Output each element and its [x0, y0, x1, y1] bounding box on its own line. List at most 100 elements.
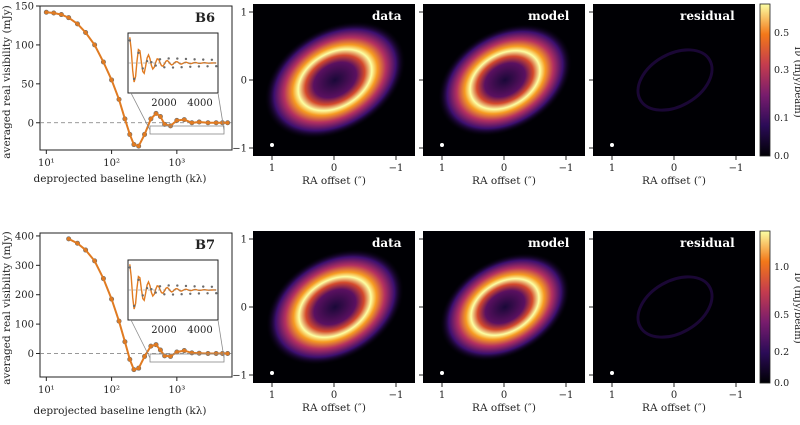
img-xtick-label: −1 [729, 390, 744, 401]
img-xtick-label: 1 [269, 163, 275, 174]
vis-xlabel: deprojected baseline length (kλ) [33, 405, 206, 417]
img-xtick-label: 1 [609, 163, 615, 174]
colorbar-tick: 0.0 [774, 378, 789, 389]
inset-xtick: 2000 [151, 325, 176, 336]
img-ytick-label: 0 [241, 76, 247, 87]
inset-xtick: 4000 [187, 98, 212, 109]
inset-point [206, 292, 209, 295]
inset-data-points [128, 266, 218, 308]
image-panel-data: data [253, 231, 415, 383]
ytick-label: 100 [15, 40, 34, 51]
inset-point [128, 266, 131, 269]
xtick-label: 10¹ [38, 385, 55, 396]
inset-connector [217, 319, 225, 359]
xtick-label: 10² [103, 158, 120, 169]
ytick-label: 400 [15, 231, 34, 242]
colorbar-tick: 0.1 [774, 113, 789, 124]
vis-ylabel: averaged real visibility (mJy) [1, 231, 13, 384]
panel-title: data [372, 9, 402, 23]
img-xtick-label: 0 [501, 390, 507, 401]
img-ytick-label: −1 [232, 371, 247, 382]
band-label: B7 [195, 238, 215, 253]
inset-point [141, 294, 144, 297]
vis-xlabel: deprojected baseline length (kλ) [33, 173, 206, 185]
colorbar-label: Iν (mJy/beam) [792, 272, 800, 343]
inset-point [180, 66, 183, 69]
inset-region [149, 125, 225, 135]
image-panel-residual: residual [593, 4, 755, 156]
colorbar-tick: 0.5 [774, 310, 789, 321]
inset-point [137, 51, 140, 55]
inset-point [202, 58, 205, 61]
img-xlabel: RA offset (″) [472, 402, 536, 414]
inset-point [141, 67, 144, 70]
inset-point [202, 285, 205, 288]
ytick-label: 100 [15, 320, 34, 331]
ytick-label: 0 [28, 349, 34, 360]
img-xtick-label: −1 [559, 163, 574, 174]
inset-point [189, 292, 192, 296]
inset-point [145, 286, 149, 290]
inset-point [158, 285, 162, 288]
inset-model-curve [129, 264, 217, 310]
inset-point [206, 65, 209, 68]
img-xtick-label: 0 [501, 163, 507, 174]
inset-point [167, 284, 170, 287]
colorbar [759, 3, 771, 157]
colorbar-tick: 0.5 [774, 28, 789, 39]
colorbar-tick: 0.2 [774, 347, 789, 358]
img-xtick-label: −1 [389, 163, 404, 174]
vis-model-curve [46, 11, 228, 148]
img-xlabel: RA offset (″) [302, 175, 366, 187]
xtick-label: 10³ [168, 158, 185, 169]
colorbar [759, 230, 771, 384]
panel-title: model [528, 236, 570, 250]
img-xtick-label: −1 [559, 390, 574, 401]
inset-point [176, 57, 179, 60]
inset-connector [130, 92, 151, 131]
inset-point [189, 65, 192, 69]
img-xtick-label: 1 [439, 390, 445, 401]
inset-point [167, 57, 170, 60]
inset-connector [217, 92, 225, 131]
ytick-label: 150 [15, 2, 34, 13]
vis-ylabel: averaged real visibility (mJy) [1, 5, 13, 158]
inset-point [154, 64, 157, 67]
img-xtick-label: 0 [331, 390, 337, 401]
inset-point [215, 64, 218, 68]
inset-point [154, 291, 157, 294]
inset-point [184, 57, 188, 61]
inset-point [210, 58, 214, 61]
inset-point [137, 278, 140, 282]
img-xtick-label: 1 [439, 163, 445, 174]
image-panel-data: data [253, 4, 415, 156]
img-xtick-label: −1 [389, 390, 404, 401]
img-ytick-label: 0 [241, 303, 247, 314]
img-xtick-label: 1 [269, 390, 275, 401]
inset-point [171, 293, 175, 296]
ytick-label: 0 [28, 118, 34, 129]
inset-data-points [128, 39, 218, 81]
inset-point [215, 291, 218, 295]
inset-region [149, 353, 225, 363]
inset-point [197, 292, 201, 295]
panel-title: model [528, 9, 570, 23]
vis-model-curve [68, 238, 228, 371]
img-ytick-label: 1 [241, 235, 247, 246]
img-xlabel: RA offset (″) [642, 175, 706, 187]
inset-connector [130, 319, 151, 359]
xtick-label: 10¹ [38, 158, 55, 169]
inset-model-curve [129, 37, 217, 83]
img-xtick-label: 0 [331, 163, 337, 174]
image-panel-residual: residual [593, 231, 755, 383]
img-xtick-label: −1 [729, 163, 744, 174]
panel-title: data [372, 236, 402, 250]
inset-point [184, 284, 188, 288]
ytick-label: 200 [15, 290, 34, 301]
inset-point [158, 58, 162, 61]
img-xlabel: RA offset (″) [642, 402, 706, 414]
inset-xtick: 4000 [187, 325, 212, 336]
inset-point [193, 285, 196, 288]
